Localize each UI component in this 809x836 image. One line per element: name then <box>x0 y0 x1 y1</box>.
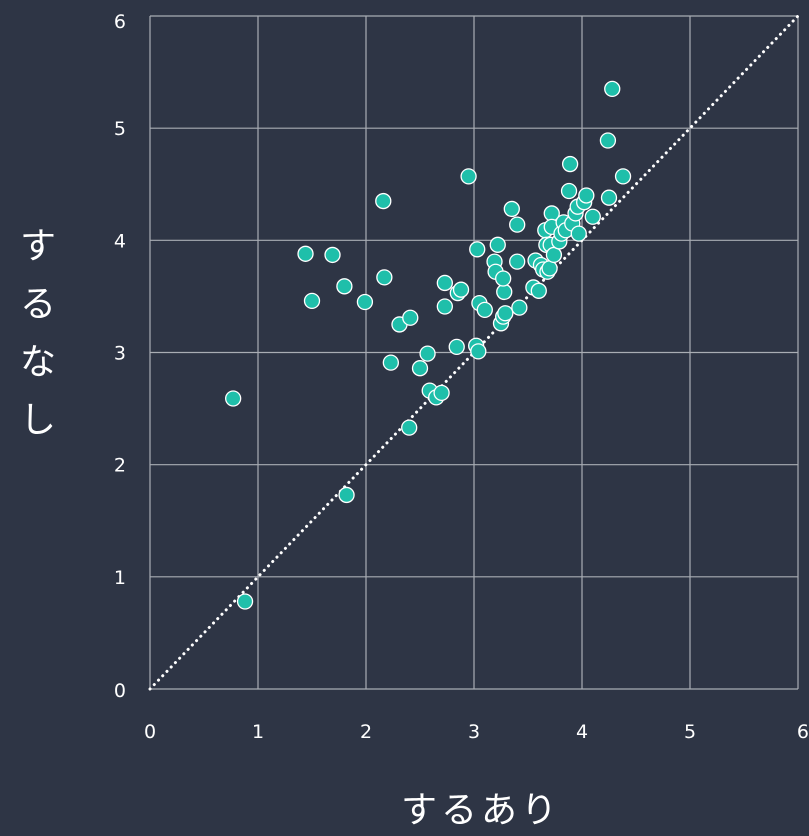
data-point <box>448 338 465 356</box>
data-point <box>604 80 621 98</box>
x-tick-label: 1 <box>252 721 264 743</box>
data-point <box>411 360 429 377</box>
data-point <box>338 486 355 504</box>
y-axis-label: するなし <box>20 226 56 441</box>
data-point <box>401 419 418 436</box>
data-point <box>530 282 547 299</box>
y-tick-label: 4 <box>114 230 126 252</box>
data-point <box>541 260 558 277</box>
data-point <box>356 293 374 311</box>
data-point <box>382 354 399 371</box>
data-point <box>469 241 486 258</box>
x-tick-label: 3 <box>468 721 480 743</box>
data-point <box>452 281 470 298</box>
data-point <box>436 274 453 292</box>
data-point <box>545 246 563 264</box>
data-point <box>509 216 526 233</box>
data-point <box>476 301 493 319</box>
data-point <box>561 155 579 173</box>
data-point <box>303 292 321 310</box>
data-point <box>495 270 512 287</box>
data-point <box>419 345 436 362</box>
data-point <box>489 236 506 253</box>
data-point <box>584 208 601 225</box>
data-point <box>324 246 341 264</box>
y-tick-label: 2 <box>114 455 126 477</box>
y-tick-label: 6 <box>114 11 126 33</box>
data-point <box>497 305 514 322</box>
y-axis-ticks: 0 1 2 3 4 5 6 <box>114 11 126 702</box>
x-tick-label: 0 <box>144 721 156 743</box>
data-points <box>225 80 632 610</box>
data-point <box>236 593 254 610</box>
data-point <box>436 298 453 315</box>
data-point <box>496 283 513 301</box>
data-point <box>470 343 487 360</box>
data-point <box>225 390 242 407</box>
data-point <box>336 278 353 295</box>
data-point <box>614 168 632 185</box>
data-point <box>503 200 520 218</box>
data-point <box>375 192 392 210</box>
data-point <box>433 384 450 402</box>
y-tick-label: 1 <box>114 567 126 589</box>
y-tick-label: 5 <box>114 118 126 140</box>
x-tick-label: 4 <box>576 721 588 743</box>
data-point <box>578 187 595 204</box>
data-point <box>511 299 528 316</box>
x-axis-ticks: 0 1 2 3 4 5 6 <box>144 721 809 743</box>
x-tick-label: 2 <box>360 721 372 743</box>
data-point <box>570 225 587 242</box>
data-point <box>509 253 526 270</box>
data-point <box>560 182 578 200</box>
y-tick-label: 0 <box>114 680 126 702</box>
data-point <box>460 168 477 185</box>
data-point <box>402 309 419 326</box>
x-tick-label: 6 <box>797 721 809 743</box>
x-tick-label: 5 <box>684 721 696 743</box>
data-point <box>297 245 314 262</box>
data-point <box>376 269 393 286</box>
y-tick-label: 3 <box>114 343 126 365</box>
data-point <box>599 132 617 149</box>
data-point <box>600 189 618 206</box>
x-axis-label: するあり <box>401 790 561 831</box>
grid <box>149 15 799 690</box>
